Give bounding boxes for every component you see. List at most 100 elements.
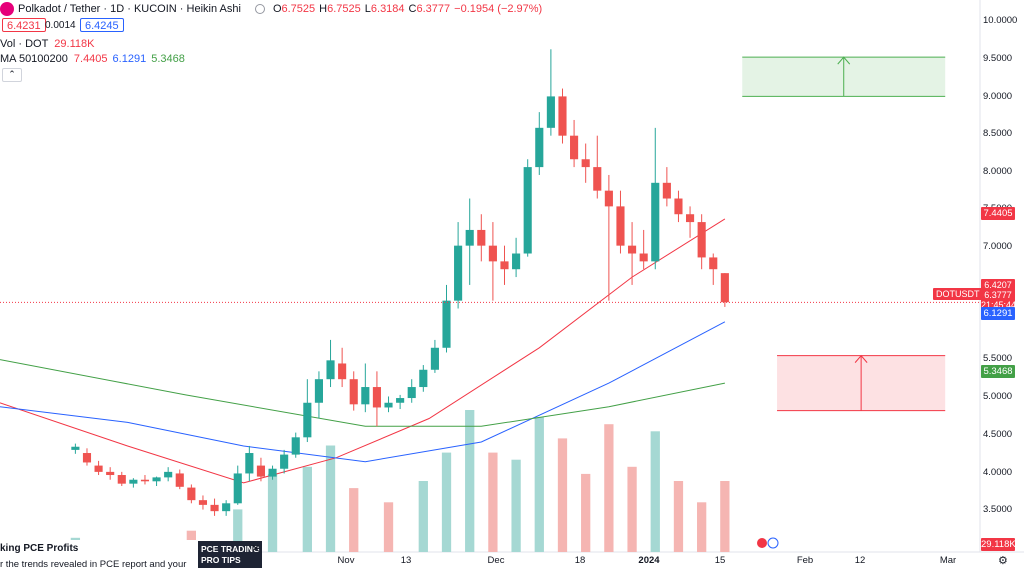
candle-body (326, 360, 335, 380)
symbol-title[interactable]: Polkadot / Tether · 1D · KUCOIN · Heikin… (18, 3, 241, 15)
time-tick: 12 (854, 555, 866, 566)
candle-body (82, 453, 92, 463)
candle-body (291, 437, 300, 455)
ohlc-close: C6.3777 (408, 3, 451, 15)
ma100-price-tag: 6.1291 (981, 307, 1015, 320)
ma50-value: 7.4405 (73, 53, 108, 65)
news-card[interactable]: king PCE Profits r the trends revealed i… (0, 540, 200, 570)
price-tick: 5.5000 (983, 353, 1013, 364)
volume-bar (534, 417, 544, 552)
polkadot-logo-icon (0, 2, 14, 16)
volume-bar (465, 410, 475, 552)
candle-body (152, 477, 161, 482)
target-zone-arrow-head (854, 354, 868, 363)
candle-body (674, 198, 683, 215)
ma200-value: 5.3468 (151, 53, 185, 65)
ma-line (0, 359, 725, 427)
volume-legend-value: 29.118K (54, 38, 95, 50)
market-status-icon (254, 4, 265, 14)
candle-body (372, 387, 381, 408)
flash-event-icon[interactable] (757, 538, 767, 548)
ma100-value: 6.1291 (112, 53, 147, 65)
news-thumbnail[interactable]: PCE TRADING PRO TIPS (198, 541, 262, 568)
ma-line (0, 321, 726, 463)
candle-body (338, 363, 347, 380)
news-title[interactable]: king PCE Profits (0, 543, 79, 554)
candle-body (488, 245, 497, 262)
time-tick: Feb (796, 555, 814, 566)
time-tick: 13 (400, 555, 412, 566)
prev-close-value: 6.4207 (984, 280, 1012, 290)
volume-legend[interactable]: Vol · DOT 29.118K (0, 38, 94, 50)
candle-body (477, 229, 486, 246)
volume-bar (302, 466, 312, 552)
volume-bar (604, 424, 614, 552)
price-tick: 9.0000 (983, 91, 1013, 102)
ma-line (0, 218, 726, 484)
candle-body (256, 465, 266, 477)
candle-body (454, 245, 463, 301)
event-icons[interactable] (757, 537, 779, 549)
candle-body (268, 468, 277, 477)
volume-bar (233, 509, 243, 552)
candle-body (697, 222, 706, 258)
target-zones[interactable] (742, 56, 946, 412)
moving-average-lines (0, 218, 726, 484)
candle-body (535, 127, 544, 168)
candle-body (523, 167, 532, 254)
flag-event-icon[interactable] (767, 537, 779, 549)
volume-bar (349, 488, 359, 552)
candle-body (662, 182, 671, 199)
price-tick: 10.0000 (983, 15, 1018, 26)
ohlc-open: O6.7525 (272, 3, 316, 15)
candle-body (419, 369, 428, 388)
candle-body (94, 465, 103, 472)
candle-body (140, 479, 150, 482)
ma200-price-tag: 5.3468 (981, 365, 1015, 378)
candle-body (465, 229, 474, 246)
candle-body (187, 487, 196, 501)
sell-price-button[interactable]: 6.4231 (2, 18, 46, 32)
candle-body (639, 253, 648, 262)
ohlc-low: L6.3184 (364, 3, 405, 15)
candle-body (430, 347, 439, 370)
candle-body (303, 402, 312, 438)
candle-body (686, 214, 695, 223)
candle-body (245, 453, 254, 474)
bar-countdown: 21:45:44 (981, 300, 1017, 310)
price-tick: 8.0000 (983, 166, 1013, 177)
candle-body (280, 454, 289, 469)
collapse-legend-button[interactable]: ⌃ (2, 68, 22, 82)
volume-bar (383, 502, 394, 552)
price-tick: 4.5000 (983, 429, 1013, 440)
candle-body (349, 379, 358, 405)
candle-body (546, 96, 555, 128)
chart-legend: Polkadot / Tether · 1D · KUCOIN · Heikin… (0, 2, 542, 16)
candle-body (709, 257, 718, 270)
price-tick: 4.0000 (983, 467, 1013, 478)
ma-legend[interactable]: MA 50100200 7.4405 6.1291 5.3468 (0, 53, 185, 65)
gear-icon[interactable]: ⚙ (998, 555, 1008, 567)
price-tick: 9.5000 (983, 53, 1013, 64)
candle-body (581, 159, 590, 168)
volume-bar (673, 481, 684, 552)
ohlc-high: H6.7525 (319, 3, 361, 15)
buy-price-button[interactable]: 6.4245 (80, 18, 124, 32)
volume-bar (627, 466, 637, 552)
news-thumb-line1: PCE TRADING (201, 544, 260, 554)
price-tick: 5.0000 (983, 391, 1013, 402)
volume-bar (325, 445, 336, 552)
close-icon[interactable]: ✕ (251, 543, 261, 555)
volume-bar (720, 481, 730, 552)
candle-body (117, 475, 126, 484)
candle-body (604, 190, 613, 207)
target-zone-arrow-head (837, 56, 851, 65)
candle-body (651, 182, 660, 262)
candle-body (129, 479, 138, 484)
volume-legend-label: Vol · DOT (0, 38, 49, 50)
candle-body (222, 503, 231, 512)
candle-body (198, 500, 208, 505)
candle-body (512, 253, 521, 270)
candle-body (361, 387, 370, 405)
